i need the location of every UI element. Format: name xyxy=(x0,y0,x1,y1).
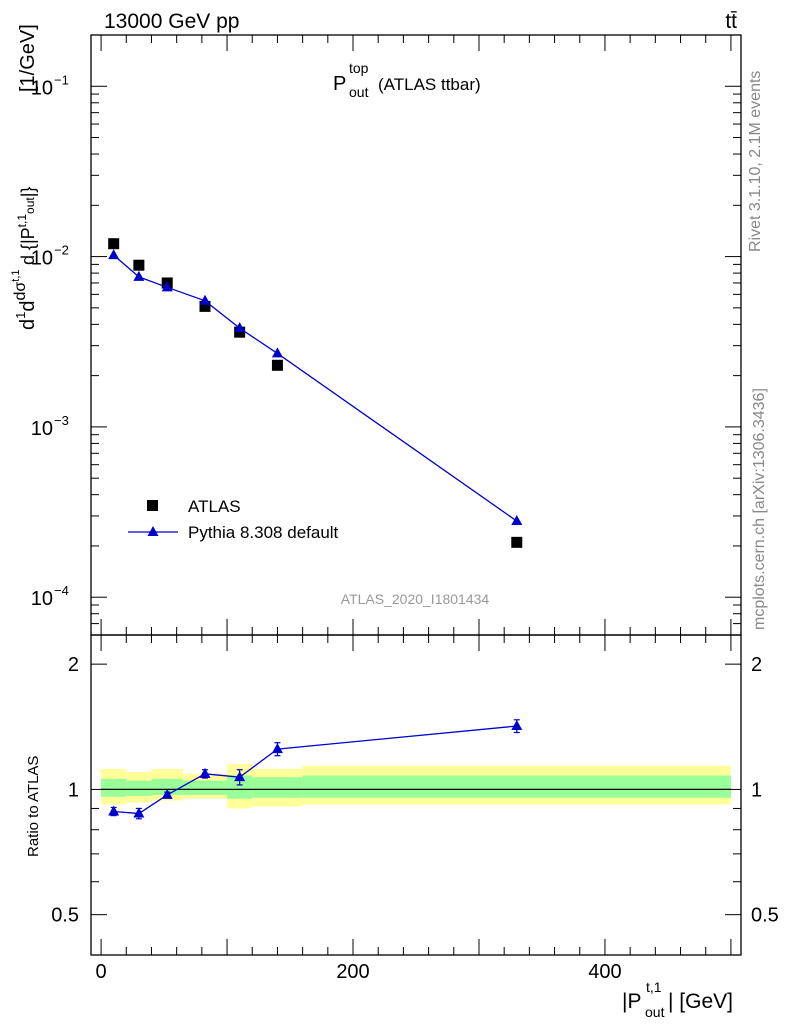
x-axis-label-unit: | [GeV] xyxy=(668,990,733,1013)
ratio-frame xyxy=(90,634,742,956)
main-title-text: (ATLAS ttbar) xyxy=(378,75,481,94)
analysis-id-label: ATLAS_2020_I1801434 xyxy=(341,591,490,607)
ratio-y-tick-label-right: 2 xyxy=(751,654,762,676)
ratio-panel: 0.5 0.5 1 1 2 2 0 200 400 xyxy=(51,634,779,983)
upper-y-tick-label: 10 xyxy=(31,248,53,270)
atlas-point xyxy=(133,259,145,271)
atlas-point xyxy=(108,238,120,250)
process-label: tt̄ xyxy=(725,10,737,33)
x-axis-label-superscript: t,1 xyxy=(646,979,662,995)
uncertainty-band-inner xyxy=(227,775,253,799)
upper-ylabel-unit: [1/GeV] xyxy=(17,24,39,92)
ratio-point xyxy=(199,767,211,778)
atlas-point xyxy=(199,300,211,312)
main-title-superscript: top xyxy=(349,60,369,76)
x-tick-label: 200 xyxy=(336,961,369,983)
ratio-y-tick-label-right: 0.5 xyxy=(751,905,779,927)
uncertainty-band-inner xyxy=(302,775,731,798)
pythia-point xyxy=(161,281,173,292)
ratio-y-tick-label-right: 1 xyxy=(751,779,762,801)
ratio-point xyxy=(108,805,120,816)
ratio-y-tick-label: 1 xyxy=(68,779,79,801)
upper-y-tick-label: 10 xyxy=(31,588,53,610)
uncertainty-band-inner xyxy=(252,777,303,798)
x-axis-label: |P t,1 out | [GeV] xyxy=(622,979,733,1020)
mcplots-label: mcplots.cern.ch [arXiv:1306.3436] xyxy=(751,388,768,630)
legend-atlas-marker xyxy=(147,500,158,511)
legend-pythia-marker xyxy=(147,526,159,536)
ratio-ylabel: Ratio to ATLAS xyxy=(25,756,42,857)
upper-panel: 10−110−210−310−4 xyxy=(31,34,742,636)
ratio-y-tick-label: 2 xyxy=(68,654,79,676)
legend-atlas-label: ATLAS xyxy=(188,497,241,516)
ratio-point xyxy=(271,743,283,754)
main-title: P top out (ATLAS ttbar) xyxy=(333,60,481,100)
legend: ATLAS Pythia 8.308 default xyxy=(128,497,339,542)
pythia-point xyxy=(511,515,523,526)
x-axis-label-main: |P xyxy=(622,990,641,1013)
upper-y-tick-label: 10 xyxy=(31,77,53,99)
upper-y-tick-label: 10 xyxy=(31,418,53,440)
rivet-version-label: Rivet 3.1.10, 2.1M events xyxy=(747,71,764,252)
pythia-point xyxy=(133,270,145,281)
legend-pythia-label: Pythia 8.308 default xyxy=(188,523,339,542)
ratio-y-tick-label: 0.5 xyxy=(51,905,79,927)
upper-y-tick-exponent: −2 xyxy=(54,243,69,258)
uncertainty-band-inner xyxy=(182,780,228,795)
uncertainty-band-inner xyxy=(126,780,152,796)
energy-label: 13000 GeV pp xyxy=(104,10,239,33)
ratio-point xyxy=(161,788,173,799)
pythia-point xyxy=(271,347,283,358)
x-tick-label: 0 xyxy=(96,961,107,983)
pythia-point xyxy=(234,322,246,333)
upper-ylabel: d1ddσt,1 d {|Pt,1out|} [1/GeV] xyxy=(10,24,39,330)
x-axis-label-subscript: out xyxy=(645,1004,665,1020)
upper-y-tick-exponent: −1 xyxy=(54,72,69,87)
main-title-symbol: P xyxy=(333,73,346,95)
pythia-line xyxy=(113,254,518,522)
pythia-point xyxy=(199,294,211,305)
atlas-point xyxy=(511,536,523,548)
ratio-point xyxy=(234,771,246,782)
x-tick-label: 400 xyxy=(588,961,621,983)
main-title-subscript: out xyxy=(349,84,369,100)
uncertainty-band-inner xyxy=(101,778,127,797)
ratio-point xyxy=(511,720,523,731)
upper-y-tick-exponent: −4 xyxy=(54,583,69,598)
upper-y-tick-exponent: −3 xyxy=(54,413,69,428)
ratio-point xyxy=(133,807,145,818)
atlas-point xyxy=(271,359,283,371)
upper-frame xyxy=(90,34,742,636)
pythia-point xyxy=(108,249,120,260)
